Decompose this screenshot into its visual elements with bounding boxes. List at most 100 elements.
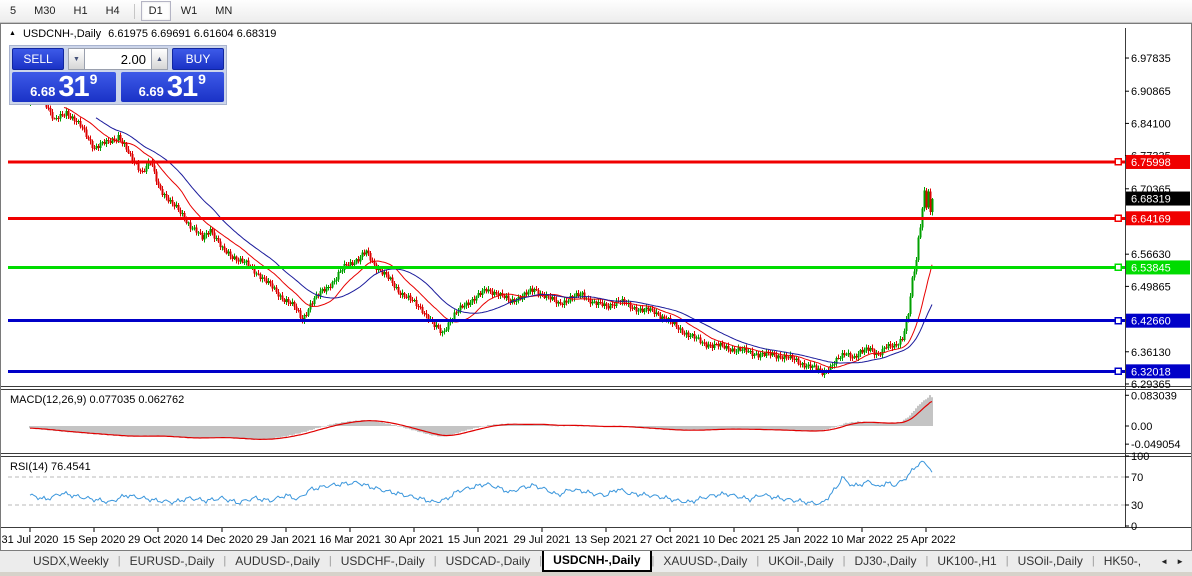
timeframe-button-h1[interactable]: H1 bbox=[66, 1, 96, 21]
tab-separator: | bbox=[1091, 555, 1095, 567]
rsi-axis: 100 70 30 0 bbox=[1125, 451, 1149, 533]
tab-hk50[interactable]: HK50-, bbox=[1103, 554, 1142, 568]
svg-text:6.90865: 6.90865 bbox=[1131, 86, 1171, 98]
svg-text:29 Jan 2021: 29 Jan 2021 bbox=[256, 534, 317, 546]
chart-title: ▲ USDCNH-,Daily 6.61975 6.69691 6.61604 … bbox=[9, 28, 276, 40]
svg-text:6.36130: 6.36130 bbox=[1131, 347, 1171, 359]
toolbar-divider bbox=[133, 3, 135, 19]
rsi-label: RSI(14) 76.4541 bbox=[10, 461, 91, 473]
macd-panel bbox=[29, 395, 933, 441]
svg-text:30 Apr 2021: 30 Apr 2021 bbox=[384, 534, 443, 546]
chart-tab-bar: USDX,Weekly | EURUSD-,Daily | AUDUSD-,Daily |… bbox=[0, 550, 1192, 572]
tab-uk100-h1[interactable]: UK100-,H1 bbox=[937, 554, 997, 568]
volume-decrease-button[interactable]: ▼ bbox=[68, 48, 85, 70]
volume-input[interactable] bbox=[85, 48, 151, 70]
svg-text:15 Sep 2020: 15 Sep 2020 bbox=[63, 534, 125, 546]
timeframe-toolbar: 5 M30 H1 H4 D1 W1 MN bbox=[0, 0, 1192, 23]
svg-text:6.56630: 6.56630 bbox=[1131, 249, 1171, 261]
tab-separator: | bbox=[756, 555, 760, 567]
tab-dj30-daily[interactable]: DJ30-,Daily bbox=[854, 554, 917, 568]
svg-text:30: 30 bbox=[1131, 500, 1143, 512]
tab-xauusd-daily[interactable]: XAUUSD-,Daily bbox=[663, 554, 748, 568]
svg-text:31 Jul 2020: 31 Jul 2020 bbox=[2, 534, 59, 546]
svg-text:13 Sep 2021: 13 Sep 2021 bbox=[575, 534, 637, 546]
svg-text:6.64169: 6.64169 bbox=[1131, 213, 1171, 225]
timeframe-button-5[interactable]: 5 bbox=[2, 1, 24, 21]
trade-controls-row: SELL ▼ ▲ BUY bbox=[12, 48, 224, 70]
svg-text:100: 100 bbox=[1131, 451, 1149, 463]
date-axis: 31 Jul 2020 15 Sep 2020 29 Oct 2020 14 Dec … bbox=[2, 528, 956, 546]
volume-increase-button[interactable]: ▲ bbox=[151, 48, 168, 70]
svg-text:10 Mar 2022: 10 Mar 2022 bbox=[831, 534, 893, 546]
sell-button[interactable]: SELL bbox=[12, 48, 64, 70]
sell-price-display[interactable]: 6.68 31 9 bbox=[12, 72, 116, 102]
candlesticks bbox=[29, 92, 934, 379]
buy-button[interactable]: BUY bbox=[172, 48, 224, 70]
collapse-triangle-icon[interactable]: ▲ bbox=[9, 29, 16, 37]
tab-separator: | bbox=[1005, 555, 1009, 567]
volume-stepper: ▼ ▲ bbox=[68, 48, 168, 70]
svg-text:6.97835: 6.97835 bbox=[1131, 53, 1171, 65]
timeframe-button-d1[interactable]: D1 bbox=[140, 1, 171, 21]
tab-usoil-daily[interactable]: USOil-,Daily bbox=[1017, 554, 1083, 568]
timeframe-button-m30[interactable]: M30 bbox=[26, 1, 63, 21]
svg-text:6.29365: 6.29365 bbox=[1131, 379, 1171, 391]
tab-separator: | bbox=[328, 555, 332, 567]
svg-text:-0.049054: -0.049054 bbox=[1131, 439, 1181, 451]
svg-text:14 Dec 2020: 14 Dec 2020 bbox=[191, 534, 253, 546]
svg-text:25 Apr 2022: 25 Apr 2022 bbox=[896, 534, 955, 546]
tab-usdchf-daily[interactable]: USDCHF-,Daily bbox=[340, 554, 425, 568]
tab-separator: | bbox=[842, 555, 846, 567]
buy-price-pips: 31 bbox=[166, 71, 198, 103]
svg-text:15 Jun 2021: 15 Jun 2021 bbox=[448, 534, 509, 546]
trade-prices-row: 6.68 31 9 6.69 31 9 bbox=[12, 72, 224, 102]
tab-separator: | bbox=[223, 555, 227, 567]
svg-text:10 Dec 2021: 10 Dec 2021 bbox=[703, 534, 765, 546]
tab-usdcnh-daily[interactable]: USDCNH-,Daily bbox=[542, 551, 652, 572]
svg-text:27 Oct 2021: 27 Oct 2021 bbox=[640, 534, 700, 546]
svg-text:29 Oct 2020: 29 Oct 2020 bbox=[128, 534, 188, 546]
buy-price-display[interactable]: 6.69 31 9 bbox=[120, 71, 224, 103]
horizontal-level-lines bbox=[8, 158, 1125, 376]
svg-text:25 Jan 2022: 25 Jan 2022 bbox=[768, 534, 829, 546]
svg-text:6.53845: 6.53845 bbox=[1131, 262, 1171, 274]
svg-text:6.75998: 6.75998 bbox=[1131, 157, 1171, 169]
tab-separator: | bbox=[539, 555, 543, 567]
tab-eurusd-daily[interactable]: EURUSD-,Daily bbox=[129, 554, 215, 568]
svg-text:0: 0 bbox=[1131, 521, 1137, 533]
timeframe-button-h4[interactable]: H4 bbox=[98, 1, 128, 21]
tabs-scroll-right-icon[interactable]: ► bbox=[1176, 557, 1184, 566]
svg-text:16 Mar 2021: 16 Mar 2021 bbox=[319, 534, 381, 546]
svg-text:70: 70 bbox=[1131, 472, 1143, 484]
macd-axis: 0.083039 0.00 -0.049054 bbox=[1125, 390, 1181, 451]
chart-ohlc-values: 6.61975 6.69691 6.61604 6.68319 bbox=[108, 28, 277, 40]
svg-text:6.32018: 6.32018 bbox=[1131, 366, 1171, 378]
sell-price-pips: 31 bbox=[58, 71, 89, 103]
tab-separator: | bbox=[117, 555, 121, 567]
tab-usdx-weekly[interactable]: USDX,Weekly bbox=[33, 554, 109, 568]
tab-audusd-daily[interactable]: AUDUSD-,Daily bbox=[235, 554, 320, 568]
svg-text:29 Jul 2021: 29 Jul 2021 bbox=[514, 534, 571, 546]
svg-text:6.42660: 6.42660 bbox=[1131, 316, 1171, 328]
sell-price-pipette: 9 bbox=[89, 71, 98, 87]
timeframe-button-mn[interactable]: MN bbox=[207, 1, 240, 21]
chart-symbol-label: USDCNH-,Daily bbox=[22, 28, 102, 40]
price-axis-badges: 6.75998 6.64169 6.53845 6.42660 6.32018 6.683… bbox=[1126, 154, 1190, 379]
tab-separator: | bbox=[651, 555, 655, 567]
svg-text:0.083039: 0.083039 bbox=[1131, 390, 1177, 402]
tab-ukoil-daily[interactable]: UKOil-,Daily bbox=[768, 554, 834, 568]
bottom-strip bbox=[0, 572, 1192, 576]
chart-canvas: 6.978356.908656.841006.773356.703656.566… bbox=[0, 23, 1192, 576]
tab-usdcad-daily[interactable]: USDCAD-,Daily bbox=[445, 554, 531, 568]
macd-label: MACD(12,26,9) 0.077035 0.062762 bbox=[10, 394, 184, 406]
tab-scrollers: ◄ ► bbox=[1160, 551, 1192, 572]
tab-separator: | bbox=[433, 555, 437, 567]
tabs-scroll-left-icon[interactable]: ◄ bbox=[1160, 557, 1169, 566]
svg-text:6.68319: 6.68319 bbox=[1131, 194, 1171, 206]
timeframe-button-w1[interactable]: W1 bbox=[173, 1, 206, 21]
chart-window: 6.978356.908656.841006.773356.703656.566… bbox=[0, 23, 1192, 576]
tab-separator: | bbox=[925, 555, 929, 567]
one-click-trading-panel: SELL ▼ ▲ BUY 6.68 31 9 6.69 31 9 bbox=[9, 45, 227, 105]
svg-text:6.49865: 6.49865 bbox=[1131, 281, 1171, 293]
